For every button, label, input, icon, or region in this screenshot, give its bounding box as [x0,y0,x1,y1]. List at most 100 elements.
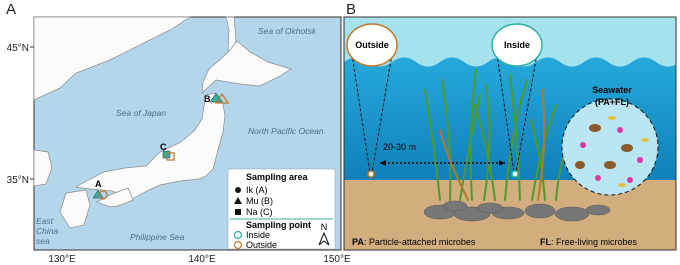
shape [233,230,243,240]
shape [351,53,371,174]
seawater-label: (PA+FL) [595,97,629,107]
shape [604,161,616,169]
lon-tick-label: 140°E [188,254,216,265]
legend-entry: Outside [246,240,277,250]
shape [637,157,643,163]
shape [227,168,336,250]
sea-label: Philippine Sea [130,232,185,242]
shape [318,231,330,246]
inset-label: Inside [504,40,530,50]
illustration [344,17,676,250]
abbr: PA [352,237,364,247]
shape [371,53,393,174]
shape [537,89,546,201]
shape [96,187,134,208]
legend-entry: Ik (A) [246,185,268,195]
shape [531,104,557,201]
lat-tick-label: 45°N [7,43,29,54]
panel-frame [343,16,677,251]
shape [98,190,108,200]
site-label: C [160,142,167,152]
seawater-label: Seawater [592,85,632,95]
shape [92,189,104,199]
lon-tick-label: 150°E [323,254,351,265]
definition: : Particle-attached microbes [364,237,476,247]
definition: : Free-living microbes [551,237,638,247]
panel-label: A [6,1,16,18]
legend: Sampling area Ik (A) Mu (B) Na (C) Sampl… [227,168,336,250]
shape [641,138,649,142]
shape [618,183,626,187]
shape [595,175,601,181]
sea-label: North Pacific Ocean [248,126,324,136]
site-label: B [204,94,211,104]
abbr: FL [540,237,551,247]
panel-label: B [346,1,356,18]
shape [575,124,633,169]
shape [627,177,633,183]
shape [439,129,469,201]
shape [608,116,649,187]
footer-note: FL: Free-living microbes [540,237,638,247]
shape [524,203,556,219]
sea-label: China [36,226,58,236]
site-label: A [95,179,102,189]
footer-note: PA: Particle-attached microbes [352,237,476,247]
legend-title: Sampling area [246,172,309,182]
shape [33,149,53,187]
shape [59,189,91,229]
shape [424,69,575,201]
sea-label: Sea of Japan [116,108,166,118]
shape [367,170,375,178]
shape [621,144,633,152]
shape [474,104,496,201]
north-label: N [321,222,328,232]
shape [530,119,546,201]
shape [476,202,504,214]
legend-entry: Inside [246,230,270,240]
sea-label: sea [36,236,50,246]
site-markers [92,92,230,200]
inset-label: Outside [355,40,389,50]
shape [509,74,521,201]
shape [424,89,441,201]
shape [441,79,452,201]
shape [483,84,491,201]
land [33,16,292,229]
shape [561,98,659,196]
shape [166,152,175,161]
shape [617,127,623,133]
lat-tick-label: 35°N [7,175,29,186]
shape [511,170,519,178]
shape [423,200,611,222]
shape [608,116,616,120]
shape [234,197,242,204]
shape [235,187,241,193]
shape [504,79,528,201]
sea-label: East [36,216,54,226]
shape [442,200,468,212]
shape [589,124,601,132]
shape [585,204,611,216]
shape [214,92,230,104]
shape [580,127,643,183]
legend-entry: Mu (B) [246,196,273,206]
shape [491,23,543,67]
shape [469,69,477,201]
shape [575,161,585,169]
shape [515,53,538,174]
sea-label: Sea of Okhotsk [258,26,317,36]
shape [496,53,515,174]
shape [346,23,398,67]
shape [33,16,192,101]
shape [74,92,226,200]
lon-tick-label: 130°E [48,254,76,265]
shape [233,240,243,250]
shape [580,142,586,148]
shape [201,40,292,94]
shape [235,209,241,215]
distance-label: 20-30 m [383,142,416,152]
legend-title: Sampling point [246,220,311,230]
legend-entry: Na (C) [246,207,273,217]
